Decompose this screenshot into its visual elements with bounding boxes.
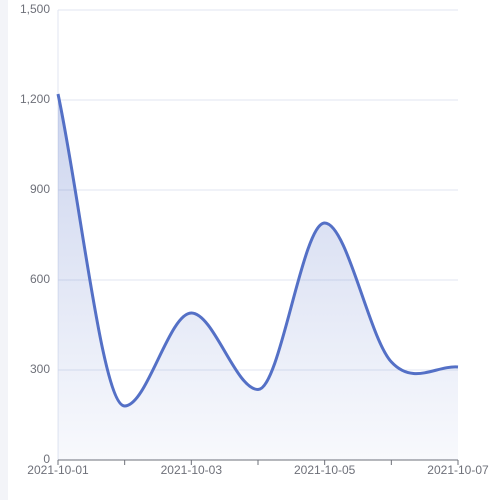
y-tick-label: 300 <box>30 362 50 376</box>
y-tick-label: 0 <box>43 452 50 466</box>
y-tick-label: 600 <box>30 272 50 286</box>
line <box>56 93 459 408</box>
y-tick-label: 1,200 <box>20 92 50 106</box>
x-tick-label: 2021-10-01 <box>27 463 89 477</box>
x-tick-label: 2021-10-05 <box>294 463 356 477</box>
side-strip <box>0 0 8 500</box>
y-tick-label: 1,500 <box>20 2 50 16</box>
area <box>58 94 458 460</box>
x-tick-label: 2021-10-07 <box>427 463 489 477</box>
y-tick-label: 900 <box>30 182 50 196</box>
x-tick-label: 2021-10-03 <box>161 463 223 477</box>
